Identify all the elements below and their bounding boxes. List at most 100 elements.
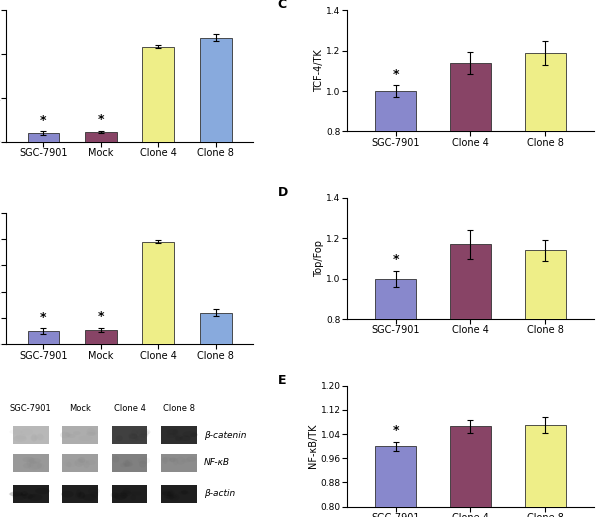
Y-axis label: NF-κB/TK: NF-κB/TK [308, 424, 318, 468]
Bar [450, 427, 491, 517]
Ellipse shape [116, 435, 123, 441]
Bar [375, 279, 416, 480]
Ellipse shape [20, 491, 28, 496]
Ellipse shape [79, 436, 92, 441]
Ellipse shape [86, 460, 95, 465]
Bar [375, 446, 416, 517]
Ellipse shape [91, 492, 98, 497]
Ellipse shape [166, 495, 174, 499]
Ellipse shape [65, 432, 71, 437]
Ellipse shape [66, 462, 71, 467]
Ellipse shape [120, 492, 128, 498]
Ellipse shape [131, 430, 138, 436]
Bar [375, 91, 416, 293]
Ellipse shape [179, 491, 189, 495]
Ellipse shape [26, 460, 34, 467]
Y-axis label: TCF-4/TK: TCF-4/TK [314, 50, 323, 92]
Ellipse shape [176, 435, 183, 441]
Ellipse shape [131, 491, 142, 496]
Ellipse shape [10, 491, 23, 497]
Ellipse shape [173, 458, 178, 465]
Bar [62, 485, 98, 503]
Bar [525, 425, 566, 517]
Ellipse shape [79, 492, 85, 498]
Ellipse shape [78, 492, 85, 499]
Ellipse shape [182, 459, 190, 463]
Ellipse shape [9, 492, 23, 496]
Ellipse shape [180, 435, 191, 441]
Ellipse shape [29, 458, 41, 464]
Ellipse shape [163, 458, 167, 464]
Bar [13, 453, 49, 472]
Bar [85, 132, 116, 142]
Ellipse shape [190, 433, 198, 437]
Ellipse shape [182, 431, 197, 437]
Bar [85, 330, 116, 344]
Ellipse shape [162, 491, 172, 496]
Ellipse shape [187, 457, 196, 462]
Ellipse shape [22, 494, 33, 499]
Ellipse shape [115, 495, 126, 500]
Bar [450, 245, 491, 480]
Ellipse shape [30, 435, 38, 440]
Ellipse shape [88, 487, 100, 495]
Ellipse shape [112, 455, 119, 463]
Ellipse shape [161, 457, 171, 462]
Ellipse shape [76, 490, 81, 497]
Ellipse shape [35, 434, 44, 440]
Ellipse shape [128, 433, 137, 439]
Bar [112, 453, 148, 472]
Ellipse shape [73, 431, 80, 435]
Ellipse shape [35, 488, 50, 494]
Ellipse shape [77, 458, 85, 463]
Ellipse shape [26, 457, 36, 464]
Text: *: * [40, 114, 47, 127]
Text: *: * [392, 68, 399, 81]
Ellipse shape [164, 495, 176, 499]
Ellipse shape [120, 463, 127, 467]
Ellipse shape [176, 457, 185, 465]
Bar [62, 426, 98, 445]
Text: C: C [278, 0, 287, 11]
Ellipse shape [123, 488, 130, 494]
Text: *: * [40, 311, 47, 324]
Ellipse shape [169, 493, 179, 501]
Ellipse shape [167, 491, 174, 497]
Ellipse shape [86, 432, 97, 436]
Bar [525, 53, 566, 293]
Ellipse shape [113, 493, 127, 499]
Ellipse shape [23, 463, 31, 468]
Bar [13, 485, 49, 503]
Bar [28, 331, 59, 344]
Text: Clone 8: Clone 8 [163, 404, 195, 414]
Ellipse shape [124, 462, 133, 467]
Y-axis label: Top/Fop: Top/Fop [314, 240, 323, 277]
Ellipse shape [60, 432, 70, 438]
Ellipse shape [129, 434, 139, 442]
Text: *: * [98, 113, 104, 126]
Ellipse shape [67, 434, 76, 438]
Ellipse shape [16, 434, 26, 439]
Bar [62, 453, 98, 472]
Bar [200, 313, 232, 344]
Bar [161, 485, 197, 503]
Text: NF-κB: NF-κB [203, 458, 230, 467]
Text: D: D [278, 186, 288, 199]
Ellipse shape [13, 435, 27, 442]
Bar [13, 426, 49, 445]
Ellipse shape [21, 429, 33, 435]
Ellipse shape [125, 459, 133, 467]
Ellipse shape [22, 457, 34, 462]
Bar [112, 485, 148, 503]
Ellipse shape [131, 495, 136, 500]
Ellipse shape [82, 494, 97, 500]
Bar [112, 426, 148, 445]
Ellipse shape [121, 491, 131, 496]
Text: SGC-7901: SGC-7901 [10, 404, 52, 414]
Bar [525, 250, 566, 480]
Ellipse shape [77, 459, 87, 465]
Ellipse shape [61, 491, 74, 497]
Ellipse shape [12, 493, 26, 500]
Ellipse shape [74, 459, 83, 467]
Ellipse shape [175, 436, 181, 440]
